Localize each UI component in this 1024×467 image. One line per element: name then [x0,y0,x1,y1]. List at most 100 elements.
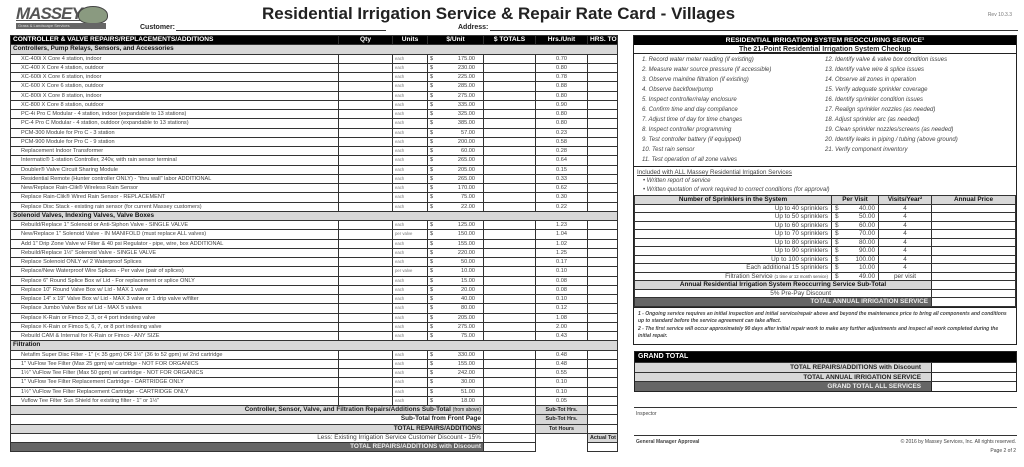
hours-total-input[interactable] [587,182,618,194]
total-input[interactable] [483,182,536,194]
total-input[interactable] [483,145,536,157]
total-input[interactable] [483,330,536,342]
total-input[interactable] [483,136,536,148]
total-input[interactable] [483,108,536,120]
qty-input[interactable] [338,145,393,157]
annual-price-input[interactable] [931,229,1016,239]
total-input[interactable] [483,256,536,268]
total-input[interactable] [483,219,536,231]
hours-total-input[interactable] [587,81,618,92]
qty-input[interactable] [338,247,393,259]
qty-input[interactable] [338,192,393,203]
qty-input[interactable] [338,321,393,333]
qty-input[interactable] [338,377,393,388]
qty-input[interactable] [338,81,393,92]
hours-total-input[interactable] [587,256,618,268]
total-input[interactable] [483,71,536,83]
hours-total-input[interactable] [587,192,618,203]
qty-input[interactable] [338,62,393,74]
total-input[interactable] [483,62,536,74]
hours-total-input[interactable] [587,293,618,305]
qty-input[interactable] [338,229,393,240]
value-field[interactable] [932,372,1016,381]
total-input[interactable] [483,192,536,203]
hours-total-input[interactable] [587,145,618,157]
hours-value[interactable] [587,423,618,434]
qty-input[interactable] [338,367,393,379]
qty-input[interactable] [338,256,393,268]
total-input[interactable] [483,81,536,92]
total-input[interactable] [483,321,536,333]
summary-value[interactable] [483,414,536,425]
hours-total-input[interactable] [587,155,618,166]
total-input[interactable] [483,238,536,249]
hours-total-input[interactable] [587,71,618,83]
total-input[interactable] [483,266,536,277]
hours-total-input[interactable] [587,99,618,111]
qty-input[interactable] [338,127,393,138]
hours-total-input[interactable] [587,358,618,370]
annual-price-input[interactable] [931,203,1016,213]
qty-input[interactable] [338,136,393,148]
total-input[interactable] [483,358,536,370]
qty-input[interactable] [338,99,393,111]
annual-price-input[interactable] [931,254,1016,264]
total-input[interactable] [483,173,536,185]
qty-input[interactable] [338,53,393,64]
total-input[interactable] [483,229,536,240]
value-field[interactable] [932,382,1016,391]
total-input[interactable] [483,284,536,296]
total-input[interactable] [483,127,536,138]
hours-total-input[interactable] [587,321,618,333]
hours-value[interactable] [587,404,618,416]
hours-total-input[interactable] [587,219,618,231]
qty-input[interactable] [338,201,393,212]
hours-total-input[interactable] [587,284,618,296]
hours-total-input[interactable] [587,201,618,212]
hours-total-input[interactable] [587,349,618,360]
hours-total-input[interactable] [587,53,618,64]
hours-total-input[interactable] [587,62,618,74]
total-input[interactable] [483,395,536,407]
summary-value[interactable] [483,432,536,444]
total-input[interactable] [483,377,536,388]
prepay-discount-value[interactable] [931,288,1016,298]
total-input[interactable] [483,293,536,305]
hours-total-input[interactable] [587,238,618,249]
annual-price-input[interactable] [931,246,1016,256]
qty-input[interactable] [338,90,393,101]
address-field[interactable] [490,30,1018,31]
hours-total-input[interactable] [587,164,618,175]
total-input[interactable] [483,367,536,379]
hours-total-input[interactable] [587,173,618,185]
total-input[interactable] [483,155,536,166]
qty-input[interactable] [338,238,393,249]
hours-total-input[interactable] [587,118,618,129]
hours-total-input[interactable] [587,136,618,148]
qty-input[interactable] [338,386,393,397]
customer-field[interactable] [176,30,386,31]
actual-hours-value[interactable] [587,441,618,453]
hours-total-input[interactable] [587,395,618,407]
qty-input[interactable] [338,71,393,83]
total-input[interactable] [483,164,536,175]
total-input[interactable] [483,247,536,259]
gm-signature-line[interactable] [634,435,1017,436]
total-input[interactable] [483,303,536,314]
hours-total-input[interactable] [587,367,618,379]
annual-price-input[interactable] [931,263,1016,273]
total-input[interactable] [483,312,536,323]
qty-input[interactable] [338,293,393,305]
total-input[interactable] [483,118,536,129]
hours-total-input[interactable] [587,275,618,286]
total-annual-service-value[interactable] [931,297,1016,307]
qty-input[interactable] [338,358,393,370]
hours-total-input[interactable] [587,377,618,388]
qty-input[interactable] [338,284,393,296]
hours-total-input[interactable] [587,312,618,323]
total-input[interactable] [483,99,536,111]
qty-input[interactable] [338,312,393,323]
total-input[interactable] [483,349,536,360]
total-input[interactable] [483,90,536,101]
summary-value[interactable] [483,404,536,416]
